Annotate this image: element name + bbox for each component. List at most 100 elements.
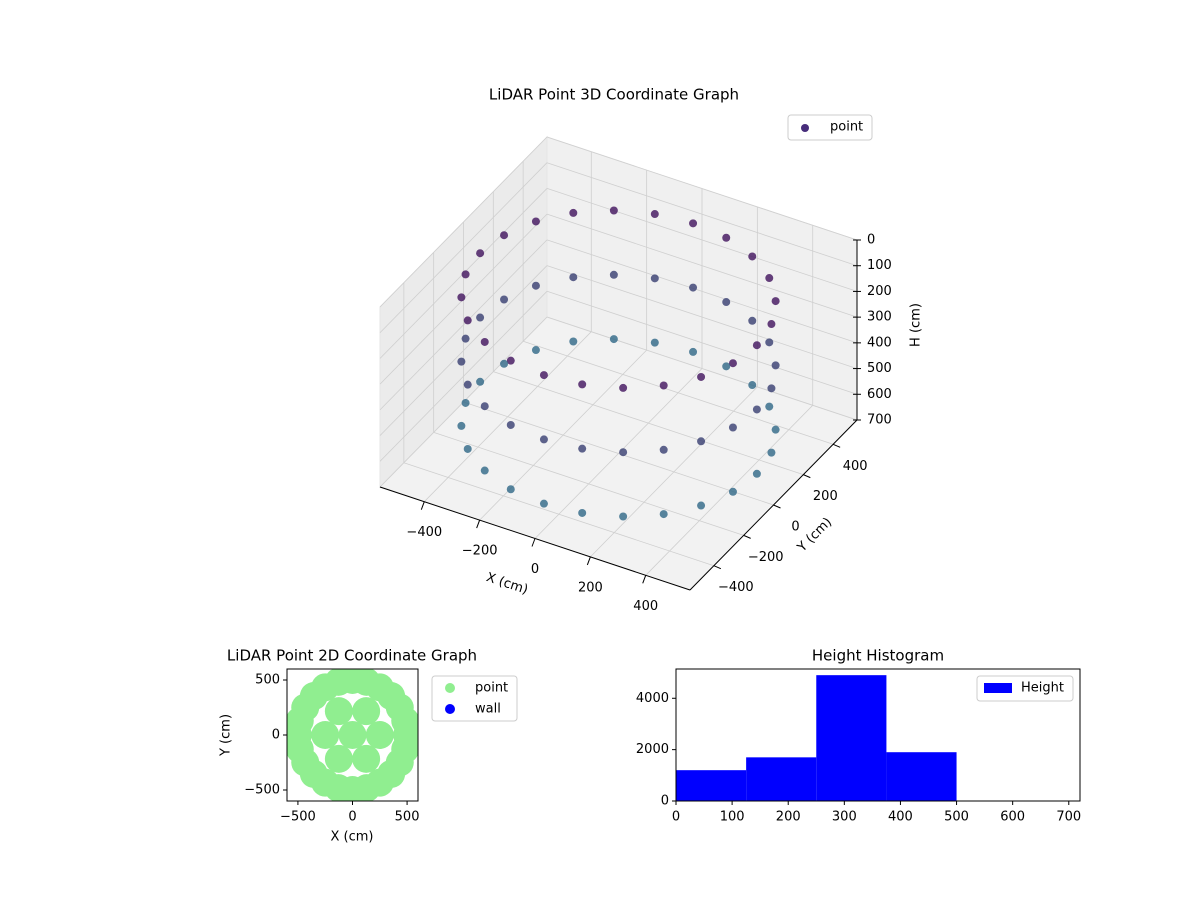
point [569,273,578,282]
point [352,697,381,726]
y-tick-label: −200 [748,550,784,565]
point [765,402,774,411]
y-tick-label: 4000 [636,691,669,706]
point [506,420,515,429]
point [689,283,698,292]
point [324,697,353,726]
x-tick-label: −400 [406,525,442,540]
point [650,274,659,283]
point [531,217,540,226]
point [480,402,489,411]
grid-line [546,290,858,395]
point [531,346,540,355]
y-tick-label: 0 [661,794,669,809]
x-tick-label: 700 [1056,810,1081,825]
point [480,337,489,346]
y-tick-label: −400 [718,580,754,595]
bar [746,757,817,801]
x-tick-label: 400 [888,810,913,825]
legend-label: Height [1021,681,1064,696]
z-tick-label: 300 [867,310,892,325]
z-tick-label: 500 [867,361,892,376]
z-axis-label: H (cm) [909,303,924,347]
grid-line [403,462,714,567]
y-axis [689,419,858,591]
point [352,744,381,773]
legend-label: point [475,681,508,696]
legend-box [976,675,1074,702]
y-tick-label: −500 [244,783,280,798]
x-tick-label: 600 [1000,810,1025,825]
point [728,423,737,432]
point [578,444,587,453]
point [311,721,340,749]
point [463,380,472,389]
z-tick-label: 400 [867,335,892,350]
x-tick [586,556,591,566]
z-tick-label: 700 [867,413,892,428]
point [748,252,757,261]
point [391,735,418,764]
z-tick-label: 0 [867,233,875,248]
point [722,298,731,307]
point [457,293,466,302]
y-tick-label: 200 [813,489,838,504]
point [659,445,668,454]
x-tick-label: 200 [776,810,801,825]
legend-label: wall [475,702,501,717]
x-tick-label: 0 [531,562,539,577]
legend-box [787,114,873,141]
grid-line [546,213,858,318]
grid-line [379,162,548,333]
point [506,485,515,494]
chart-title: LiDAR Point 2D Coordinate Graph [227,647,477,665]
point [771,361,780,370]
point [569,208,578,217]
chart-title: LiDAR Point 3D Coordinate Graph [489,86,739,104]
point [324,744,353,773]
grid-line [379,239,548,411]
point [609,206,618,215]
point [728,487,737,496]
x-tick [476,519,481,529]
point [722,362,731,371]
point [463,316,472,325]
point [461,270,470,279]
point [539,371,548,380]
y-tick-label: 400 [843,459,868,474]
x-tick [420,501,425,510]
point [771,425,780,434]
point [697,437,706,446]
point [500,231,509,240]
point [619,512,628,521]
bar [816,675,887,801]
x-tick-label: 400 [633,599,658,614]
point [506,356,515,365]
point [463,444,472,453]
point [752,469,761,478]
y-tick [713,565,722,570]
chart-title: Height Histogram [812,647,944,665]
grid-line [546,316,858,421]
grid-line [433,431,744,536]
point [689,347,698,356]
x-tick-label: 0 [672,810,680,825]
x-tick-label: 300 [832,810,857,825]
z-tick-label: 600 [867,387,892,402]
y-tick-label: 0 [791,520,799,535]
bar [676,770,747,801]
point [765,274,774,283]
point [722,233,731,242]
grid-line [546,136,858,241]
legend-label: point [830,120,863,135]
y-axis-label: Y (cm) [219,714,234,757]
grid-line [523,340,834,445]
x-tick-label: 200 [578,580,603,595]
point [771,297,780,306]
legend-marker [445,704,455,714]
y-tick [773,504,781,509]
x-tick-label: −500 [280,810,316,825]
point [539,435,548,444]
x-tick-label: 0 [348,810,356,825]
